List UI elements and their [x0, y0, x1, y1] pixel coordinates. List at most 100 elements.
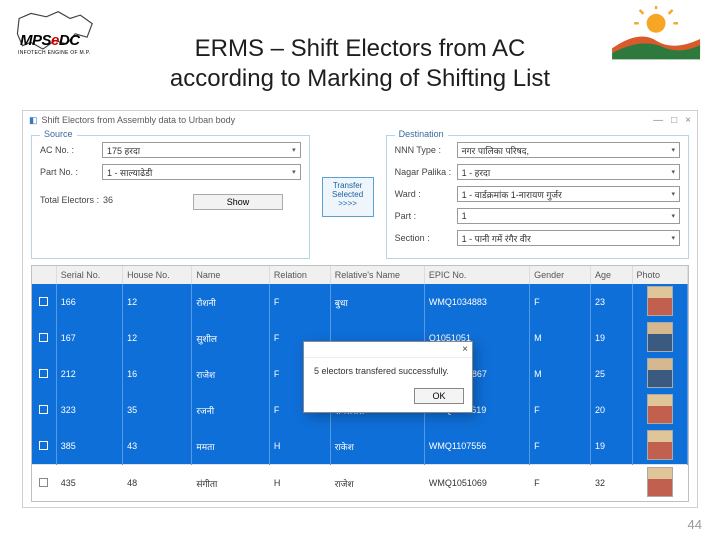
cell: WMQ1051069 — [424, 465, 529, 502]
success-dialog: × 5 electors transfered successfully. OK — [303, 341, 473, 413]
window-title: Shift Electors from Assembly data to Urb… — [42, 115, 236, 125]
window-close-button[interactable]: × — [685, 115, 691, 126]
cell: राकेश — [330, 428, 424, 465]
cell: 23 — [591, 284, 633, 320]
column-header: Gender — [530, 266, 591, 284]
cell: 16 — [123, 356, 192, 392]
dialog-message: 5 electors transfered successfully. — [304, 358, 472, 384]
total-electors-value: 36 — [103, 195, 113, 205]
cell: F — [269, 284, 330, 320]
dest-part-label: Part : — [395, 211, 457, 221]
part-no-label: Part No. : — [40, 167, 102, 177]
chevron-down-icon: ▾ — [671, 168, 675, 176]
table-row[interactable]: 43548संगीताHराजेशWMQ1051069F32 — [32, 465, 688, 502]
photo-thumbnail — [647, 430, 673, 460]
row-checkbox[interactable] — [32, 465, 56, 502]
row-checkbox[interactable] — [32, 356, 56, 392]
cell: 25 — [591, 356, 633, 392]
transfer-selected-button[interactable]: Transfer Selected >>>> — [322, 177, 374, 217]
row-checkbox[interactable] — [32, 284, 56, 320]
chevron-down-icon: ▾ — [292, 146, 296, 154]
title-line2: according to Marking of Shifting List — [0, 64, 720, 94]
window-maximize-button[interactable]: □ — [671, 115, 677, 126]
ward-value: 1 - वार्डक्रमांक 1-नारायण गुर्जर — [462, 188, 562, 201]
row-checkbox[interactable] — [32, 428, 56, 465]
destination-panel-title: Destination — [395, 129, 448, 139]
row-checkbox[interactable] — [32, 392, 56, 428]
cell: राजेश — [330, 465, 424, 502]
nagar-palika-label: Nagar Palika : — [395, 167, 457, 177]
cell: बुधा — [330, 284, 424, 320]
transfer-column: Transfer Selected >>>> — [318, 135, 378, 259]
column-header: Photo — [632, 266, 687, 284]
app-window: ◧ Shift Electors from Assembly data to U… — [22, 110, 698, 508]
nagar-palika-select[interactable]: 1 - हरदा ▾ — [457, 164, 680, 180]
photo-cell — [632, 356, 687, 392]
cell: 12 — [123, 320, 192, 356]
cell: WMQ1107556 — [424, 428, 529, 465]
cell: 35 — [123, 392, 192, 428]
cell: 48 — [123, 465, 192, 502]
logo-text-e: e — [51, 32, 59, 49]
sun-hills-logo — [607, 6, 702, 61]
nnn-type-value: नगर पालिका परिषद, — [462, 144, 529, 157]
section-label: Section : — [395, 233, 457, 243]
column-header: Serial No. — [56, 266, 122, 284]
table-row[interactable]: 16612रोशनीFबुधाWMQ1034883F23 — [32, 284, 688, 320]
show-button[interactable]: Show — [193, 194, 283, 210]
cell: WMQ1034883 — [424, 284, 529, 320]
chevron-down-icon: ▾ — [292, 168, 296, 176]
cell: रोशनी — [192, 284, 270, 320]
destination-panel: Destination NNN Type : नगर पालिका परिषद,… — [386, 135, 689, 259]
cell: H — [269, 428, 330, 465]
page-number: 44 — [688, 517, 702, 532]
column-header: EPIC No. — [424, 266, 529, 284]
part-no-value: 1 - साल्याढेडी — [107, 166, 152, 179]
column-header — [32, 266, 56, 284]
dialog-close-button[interactable]: × — [462, 344, 468, 355]
nnn-type-label: NNN Type : — [395, 145, 457, 155]
ac-no-value: 175 हरदा — [107, 144, 140, 157]
cell: 385 — [56, 428, 122, 465]
chevron-down-icon: ▾ — [671, 146, 675, 154]
cell: ममता — [192, 428, 270, 465]
cell: F — [530, 465, 591, 502]
part-no-select[interactable]: 1 - साल्याढेडी ▾ — [102, 164, 301, 180]
photo-cell — [632, 392, 687, 428]
cell: 167 — [56, 320, 122, 356]
cell: 43 — [123, 428, 192, 465]
ward-select[interactable]: 1 - वार्डक्रमांक 1-नारायण गुर्जर▾ — [457, 186, 680, 202]
cell: सुशील — [192, 320, 270, 356]
photo-thumbnail — [647, 286, 673, 316]
nagar-palika-value: 1 - हरदा — [462, 166, 491, 179]
cell: F — [530, 284, 591, 320]
photo-cell — [632, 320, 687, 356]
row-checkbox[interactable] — [32, 320, 56, 356]
cell: F — [530, 428, 591, 465]
nnn-type-select[interactable]: नगर पालिका परिषद, ▾ — [457, 142, 680, 158]
cell: 12 — [123, 284, 192, 320]
cell: राजेश — [192, 356, 270, 392]
dest-part-select[interactable]: 1▾ — [457, 208, 680, 224]
table-row[interactable]: 38543ममताHराकेशWMQ1107556F19 — [32, 428, 688, 465]
photo-cell — [632, 284, 687, 320]
chevron-down-icon: ▾ — [671, 234, 675, 242]
cell: F — [530, 392, 591, 428]
cell: 323 — [56, 392, 122, 428]
mpsedc-logo: MPSeDC INFOTECH ENGINE OF M.P. — [14, 8, 99, 63]
cell: M — [530, 320, 591, 356]
cell: 19 — [591, 320, 633, 356]
window-minimize-button[interactable]: — — [653, 115, 663, 126]
photo-thumbnail — [647, 322, 673, 352]
column-header: Relation — [269, 266, 330, 284]
logo-text-mps: MPS — [20, 32, 51, 49]
cell: 212 — [56, 356, 122, 392]
cell: 435 — [56, 465, 122, 502]
source-panel: Source AC No. : 175 हरदा ▾ Part No. : 1 … — [31, 135, 310, 259]
logo-text-dc: DC — [59, 32, 80, 49]
dialog-ok-button[interactable]: OK — [414, 388, 464, 404]
section-select[interactable]: 1 - पानी गमें रंगैर वीर▾ — [457, 230, 680, 246]
ac-no-select[interactable]: 175 हरदा ▾ — [102, 142, 301, 158]
ward-label: Ward : — [395, 189, 457, 199]
cell: 19 — [591, 428, 633, 465]
